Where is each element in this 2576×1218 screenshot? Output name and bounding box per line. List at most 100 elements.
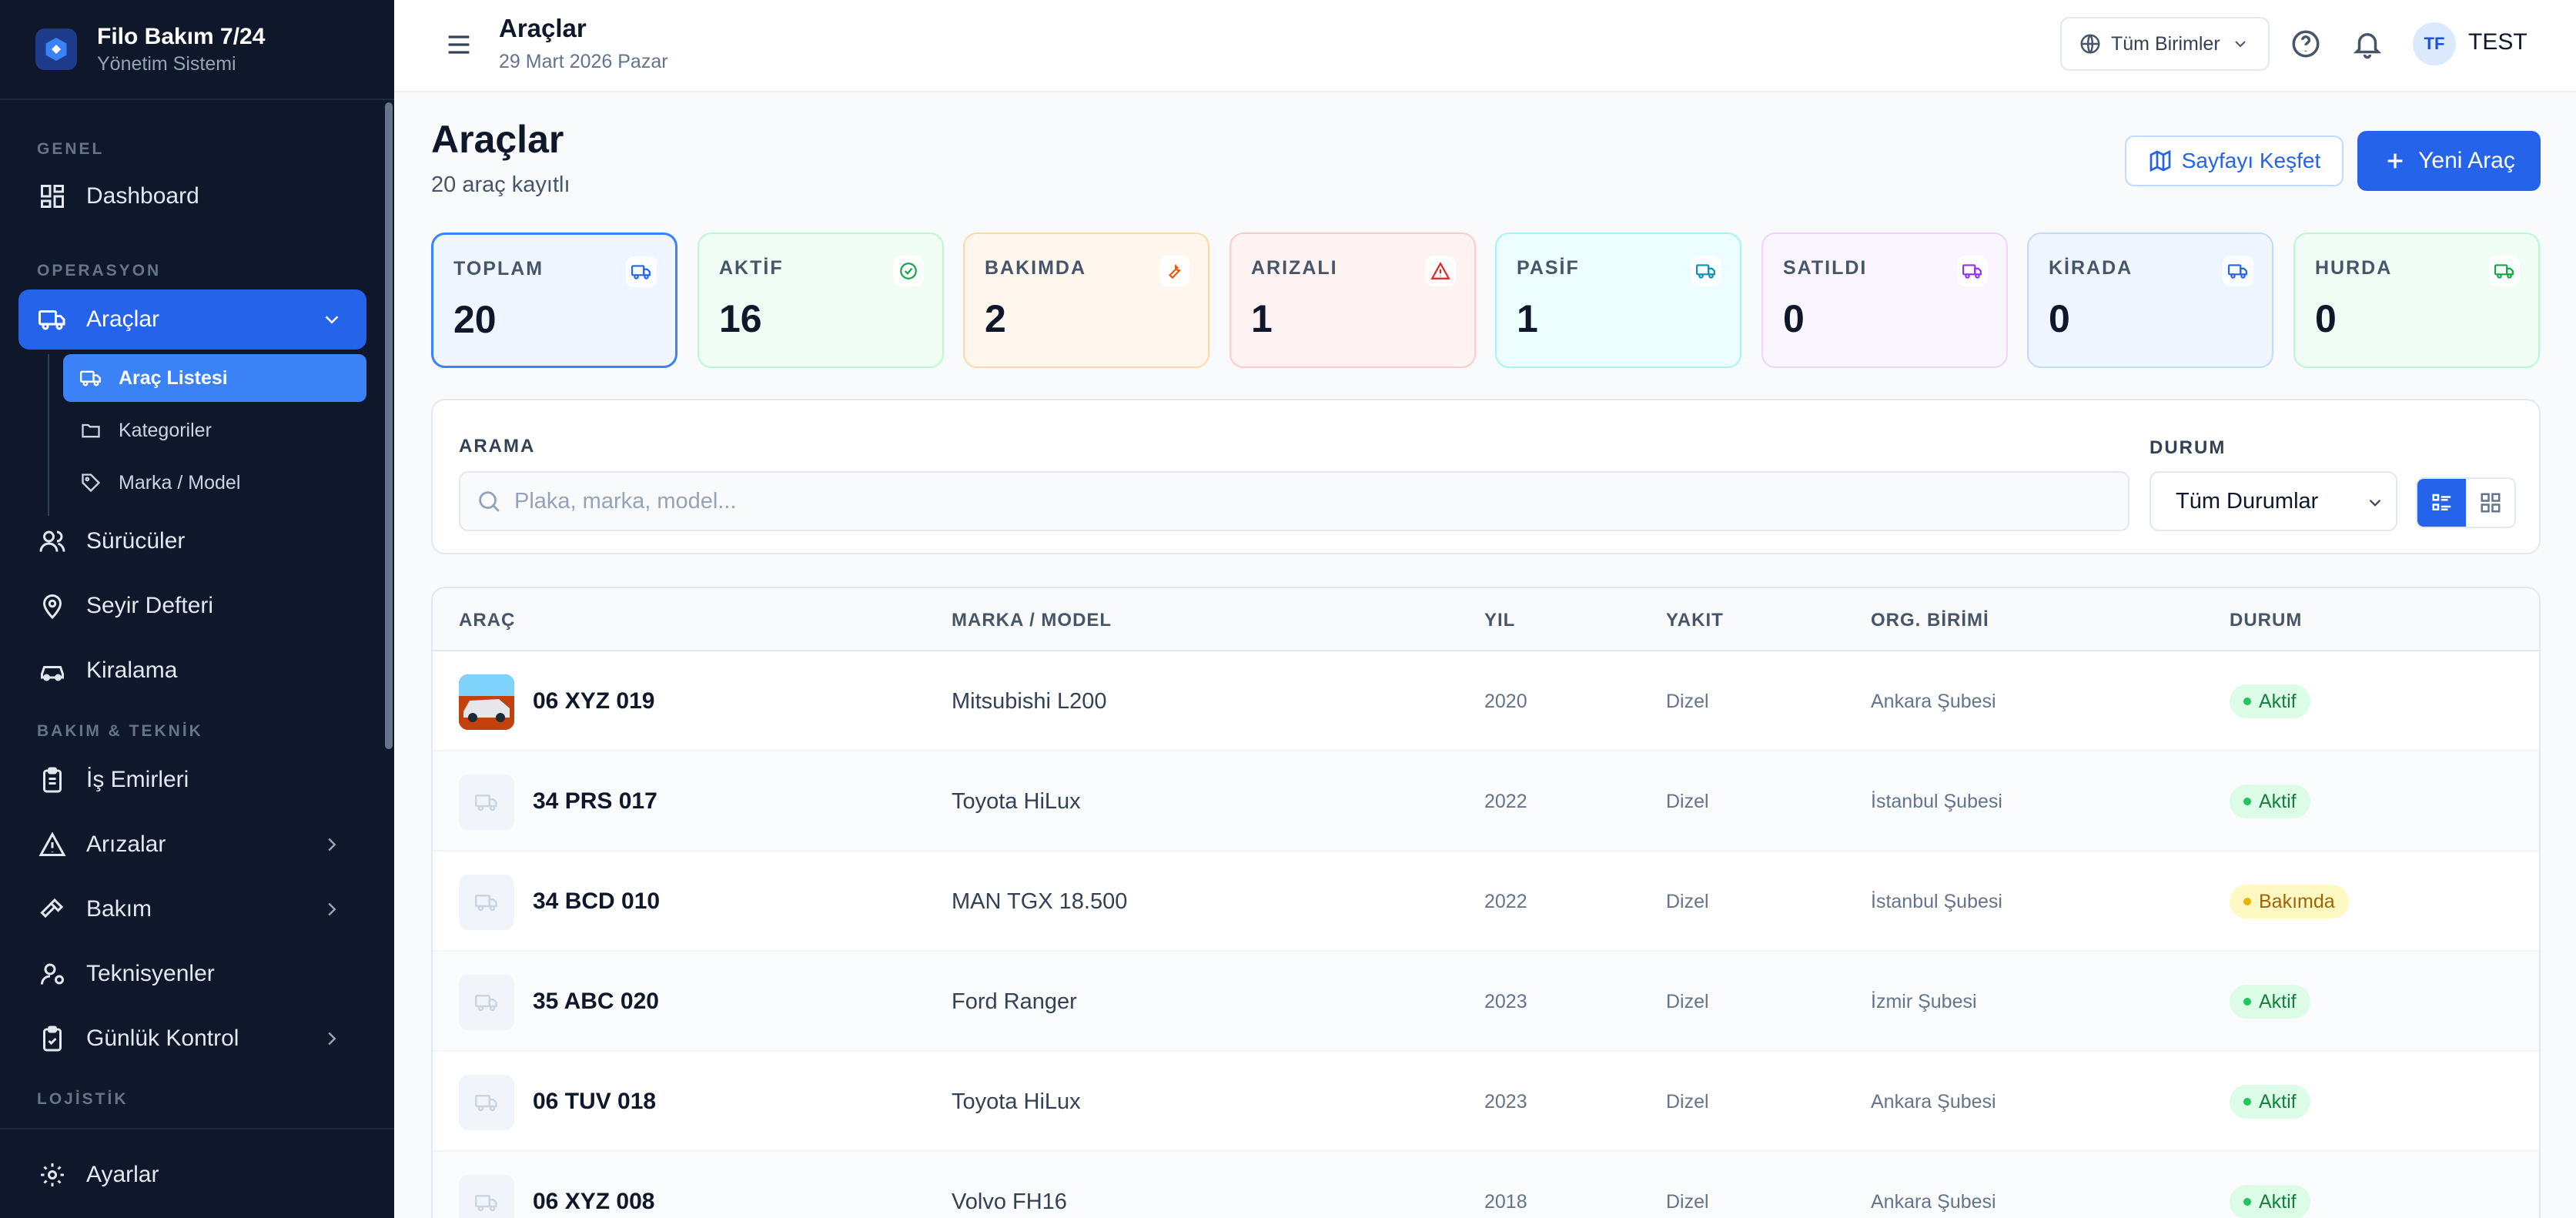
stat-card-faulty[interactable]: ARIZALI 1 (1229, 233, 1476, 368)
table-row[interactable]: 34 PRS 017 Toyota HiLux 2022 Dizel İstan… (433, 751, 2539, 852)
header-date: 29 Mart 2026 Pazar (499, 51, 668, 72)
table-row[interactable]: 34 BCD 010 MAN TGX 18.500 2022 Dizel İst… (433, 852, 2539, 952)
sidebar-item-categories[interactable]: Kategoriler (63, 407, 366, 454)
stat-card-scrap[interactable]: HURDA 0 (2293, 233, 2540, 368)
sidebar-item-label: Marka / Model (119, 471, 241, 494)
vehicle-plate[interactable]: 06 TUV 018 (533, 1089, 657, 1114)
sidebar-item-label: Kiralama (86, 658, 178, 683)
vehicle-plate[interactable]: 34 BCD 010 (533, 888, 661, 914)
sidebar-item-label: Ayarlar (86, 1162, 159, 1187)
stat-value: 1 (1517, 297, 1538, 340)
sidebar-item-logbook[interactable]: Seyir Defteri (18, 576, 366, 636)
sidebar-item-label: Teknisyenler (86, 961, 215, 986)
stat-label: BAKIMDA (985, 257, 1087, 279)
status-badge: Aktif (2230, 1052, 2310, 1152)
vehicle-year: 2018 (1484, 1190, 1527, 1213)
truck-icon (1957, 256, 1988, 286)
column-header-vehicle[interactable]: ARAÇ (459, 610, 516, 631)
column-header-brand-model[interactable]: MARKA / MODEL (952, 610, 1112, 631)
view-toggle (2416, 477, 2516, 528)
table-row[interactable]: 06 XYZ 019 Mitsubishi L200 2020 Dizel An… (433, 651, 2539, 751)
header-title: Araçlar (499, 14, 587, 42)
chevron-down-icon (2369, 499, 2381, 507)
chevron-down-icon (2234, 41, 2246, 48)
column-header-year[interactable]: YIL (1484, 610, 1516, 631)
users-icon (37, 526, 68, 557)
sidebar: Filo Bakım 7/24 Yönetim Sistemi GENEL Da… (0, 0, 394, 1218)
sidebar-item-maintenance[interactable]: Bakım (18, 879, 366, 939)
sidebar-item-work-orders[interactable]: İş Emirleri (18, 750, 366, 810)
truck-icon (459, 1175, 514, 1218)
sidebar-item-label: Araç Listesi (119, 366, 228, 389)
table-row[interactable]: 35 ABC 020 Ford Ranger 2023 Dizel İzmir … (433, 952, 2539, 1052)
sidebar-item-vehicle-list[interactable]: Araç Listesi (63, 354, 366, 402)
grid-view-button[interactable] (2466, 479, 2514, 527)
search-input[interactable] (514, 488, 2054, 514)
brand[interactable]: Filo Bakım 7/24 Yönetim Sistemi (0, 0, 394, 100)
stat-card-sold[interactable]: SATILDI 0 (1761, 233, 2008, 368)
vehicle-plate[interactable]: 34 PRS 017 (533, 788, 657, 814)
truck-icon (626, 256, 657, 287)
column-header-status[interactable]: DURUM (2230, 610, 2303, 631)
vehicle-plate[interactable]: 06 XYZ 019 (533, 688, 655, 714)
bell-icon[interactable] (2351, 28, 2384, 60)
unit-select-value: Tüm Birimler (2111, 32, 2220, 55)
sidebar-item-rental[interactable]: Kiralama (18, 641, 366, 701)
sidebar-item-vehicles[interactable]: Araçlar (18, 289, 366, 350)
avatar[interactable]: TF (2413, 22, 2456, 65)
truck-icon (459, 1075, 514, 1130)
truck-icon (79, 366, 103, 390)
vehicle-year: 2023 (1484, 1090, 1527, 1113)
vehicle-model: Mitsubishi L200 (952, 688, 1107, 714)
table-row[interactable]: 06 XYZ 008 Volvo FH16 2018 Dizel Ankara … (433, 1152, 2539, 1218)
sidebar-item-brand-model[interactable]: Marka / Model (63, 459, 366, 507)
submenu-line (48, 354, 49, 516)
sidebar-item-label: İş Emirleri (86, 767, 189, 792)
status-select-value: Tüm Durumlar (2176, 488, 2319, 514)
new-vehicle-button[interactable]: Yeni Araç (2357, 131, 2541, 191)
topbar: Araçlar 29 Mart 2026 Pazar Tüm Birimler … (394, 0, 2576, 92)
list-view-button[interactable] (2417, 479, 2466, 527)
search-field[interactable] (459, 471, 2129, 531)
stat-card-active[interactable]: AKTİF 16 (698, 233, 944, 368)
sidebar-item-technicians[interactable]: Teknisyenler (18, 944, 366, 1004)
menu-icon[interactable] (443, 29, 474, 60)
vehicle-org-unit: İzmir Şubesi (1871, 990, 1977, 1012)
sidebar-item-dashboard[interactable]: Dashboard (18, 166, 366, 226)
vehicle-org-unit: Ankara Şubesi (1871, 1090, 1996, 1113)
sidebar-scrollbar[interactable] (385, 102, 393, 749)
warning-icon (1425, 256, 1456, 286)
stat-value: 1 (1251, 297, 1273, 340)
column-header-org-unit[interactable]: ORG. BİRİMİ (1871, 610, 1989, 631)
truck-icon (459, 975, 514, 1030)
wrench-icon (1159, 256, 1189, 286)
sidebar-item-label: Günlük Kontrol (86, 1026, 239, 1051)
vehicle-plate[interactable]: 35 ABC 020 (533, 989, 659, 1014)
stat-card-maintenance[interactable]: BAKIMDA 2 (963, 233, 1209, 368)
status-select[interactable]: Tüm Durumlar (2149, 471, 2397, 531)
stat-value: 20 (453, 298, 497, 341)
sidebar-item-drivers[interactable]: Sürücüler (18, 511, 366, 571)
help-icon[interactable] (2290, 28, 2322, 60)
chevron-right-icon (328, 902, 336, 916)
explore-page-button[interactable]: Sayfayı Keşfet (2125, 136, 2343, 186)
sidebar-item-daily-check[interactable]: Günlük Kontrol (18, 1009, 366, 1069)
stat-card-passive[interactable]: PASİF 1 (1495, 233, 1741, 368)
stat-card-total[interactable]: TOPLAM 20 (431, 233, 677, 368)
vehicle-model: Toyota HiLux (952, 788, 1081, 814)
vehicle-org-unit: İstanbul Şubesi (1871, 890, 2002, 912)
table-row[interactable]: 06 TUV 018 Toyota HiLux 2023 Dizel Ankar… (433, 1052, 2539, 1152)
sidebar-item-label: Bakım (86, 896, 152, 922)
unit-select[interactable]: Tüm Birimler (2060, 17, 2270, 71)
vehicle-plate[interactable]: 06 XYZ 008 (533, 1189, 655, 1214)
sidebar-item-label: Sürücüler (86, 528, 186, 554)
sidebar-item-faults[interactable]: Arızalar (18, 815, 366, 875)
user-name[interactable]: TEST (2468, 29, 2527, 55)
column-header-fuel[interactable]: YAKIT (1666, 610, 1724, 631)
stat-card-rented[interactable]: KİRADA 0 (2027, 233, 2273, 368)
sidebar-item-settings[interactable]: Ayarlar (18, 1145, 366, 1205)
status-badge: Aktif (2230, 952, 2310, 1052)
brand-subtitle: Yönetim Sistemi (97, 52, 236, 75)
vehicle-fuel: Dizel (1666, 690, 1709, 712)
status-badge: Aktif (2230, 1152, 2310, 1218)
